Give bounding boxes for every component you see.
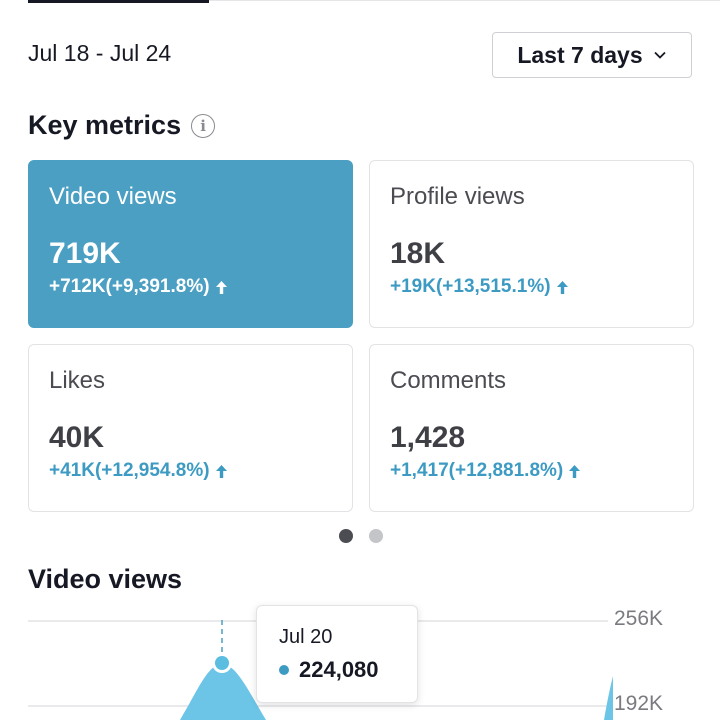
metric-delta: +19K(+13,515.1%): [390, 276, 673, 298]
date-range-label: Jul 18 - Jul 24: [28, 40, 172, 66]
metric-card-comments[interactable]: Comments 1,428 +1,417(+12,881.8%): [369, 344, 694, 512]
tooltip-date: Jul 20: [279, 626, 333, 648]
series-dot: [279, 665, 289, 675]
metric-delta-text: +1,417(+12,881.8%): [390, 460, 564, 481]
metric-value: 40K: [49, 421, 105, 454]
tooltip-value: 224,080: [299, 657, 379, 682]
metric-delta: +712K(+9,391.8%): [49, 276, 332, 298]
metric-label: Video views: [49, 183, 177, 210]
chart-tooltip: Jul 20 224,080: [256, 605, 418, 703]
metric-delta-text: +19K(+13,515.1%): [390, 276, 551, 297]
arrow-up-icon: [556, 280, 568, 294]
info-icon[interactable]: i: [191, 113, 216, 138]
metric-card-likes[interactable]: Likes 40K +41K(+12,954.8%): [28, 344, 353, 512]
arrow-up-icon: [215, 280, 227, 294]
metric-card-video-views[interactable]: Video views 719K +712K(+9,391.8%): [28, 160, 353, 328]
date-range-dropdown[interactable]: Last 7 days: [492, 32, 692, 78]
page-indicator-dot[interactable]: [369, 529, 383, 543]
date-range-dropdown-label: Last 7 days: [517, 41, 643, 68]
y-axis-tick: 192K: [614, 692, 664, 715]
metric-value: 1,428: [390, 421, 466, 454]
arrow-up-icon: [215, 464, 227, 478]
hover-point-core: [215, 656, 229, 670]
y-axis-tick: 256K: [614, 607, 664, 630]
metric-delta: +1,417(+12,881.8%): [390, 460, 673, 482]
video-views-chart-title: Video views: [28, 564, 183, 594]
metric-card-profile-views[interactable]: Profile views 18K +19K(+13,515.1%): [369, 160, 694, 328]
video-views-chart: [28, 620, 613, 720]
metric-label: Profile views: [390, 183, 525, 210]
chevron-down-icon: [654, 51, 666, 59]
arrow-up-icon: [569, 464, 581, 478]
tab-divider: [209, 0, 720, 1]
metric-label: Comments: [390, 367, 507, 394]
metric-value: 18K: [390, 237, 446, 270]
metric-delta: +41K(+12,954.8%): [49, 460, 332, 482]
active-tab-indicator: [28, 0, 209, 3]
chart-area-edge: [604, 676, 613, 720]
key-metrics-title: Key metrics: [28, 110, 182, 140]
metric-label: Likes: [49, 367, 106, 394]
metric-delta-text: +712K(+9,391.8%): [49, 276, 210, 297]
key-metrics-heading: Key metrics i: [28, 110, 216, 141]
metric-delta-text: +41K(+12,954.8%): [49, 460, 210, 481]
metric-value: 719K: [49, 237, 121, 270]
tooltip-value-row: 224,080: [279, 657, 417, 683]
page-indicator-dot-active[interactable]: [339, 529, 353, 543]
chart-area-peak: [180, 664, 266, 720]
